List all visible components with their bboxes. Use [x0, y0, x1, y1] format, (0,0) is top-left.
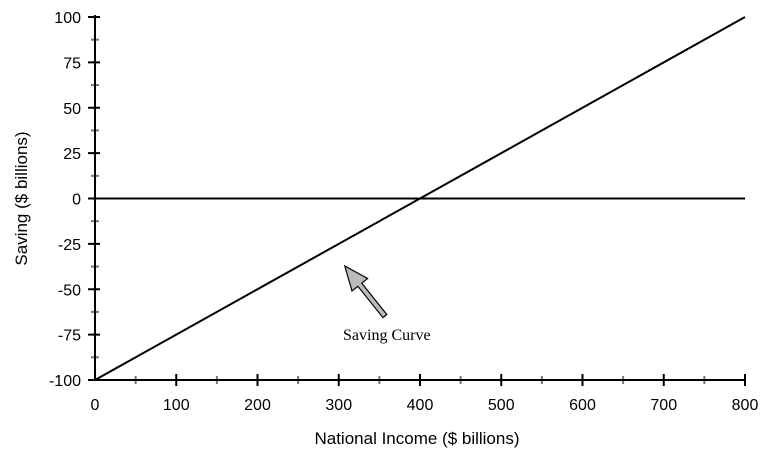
- annotation-label: Saving Curve: [343, 327, 431, 344]
- y-tick-label: -75: [58, 328, 81, 345]
- saving-curve-annotation: Saving Curve: [343, 264, 431, 344]
- x-tick-label: 100: [163, 397, 190, 414]
- x-tick-label: 300: [325, 397, 352, 414]
- y-tick-label: 100: [54, 10, 81, 27]
- x-tick-label: 400: [407, 397, 434, 414]
- x-tick-label: 700: [650, 397, 677, 414]
- y-tick-label: 25: [63, 146, 81, 163]
- y-tick-label: -100: [49, 373, 81, 390]
- annotation-arrow-icon: [343, 264, 388, 319]
- x-axis-title: National Income ($ billions): [314, 429, 519, 448]
- y-tick-label: 0: [72, 192, 81, 209]
- y-tick-label: -25: [58, 237, 81, 254]
- y-tick-label: -50: [58, 282, 81, 299]
- x-tick-labels: 0 100 200 300 400 500 600 700 800: [91, 397, 759, 414]
- x-tick-label: 500: [488, 397, 515, 414]
- y-axis-title: Saving ($ billions): [12, 131, 31, 265]
- y-tick-label: 75: [63, 55, 81, 72]
- x-tick-label: 600: [569, 397, 596, 414]
- x-tick-label: 200: [244, 397, 271, 414]
- x-tick-label: 0: [91, 397, 100, 414]
- x-tick-label: 800: [732, 397, 759, 414]
- saving-curve-line: [94, 16, 746, 381]
- y-tick-label: 50: [63, 101, 81, 118]
- y-tick-labels: 100 75 50 25 0 -25 -50 -75 -100: [49, 10, 81, 390]
